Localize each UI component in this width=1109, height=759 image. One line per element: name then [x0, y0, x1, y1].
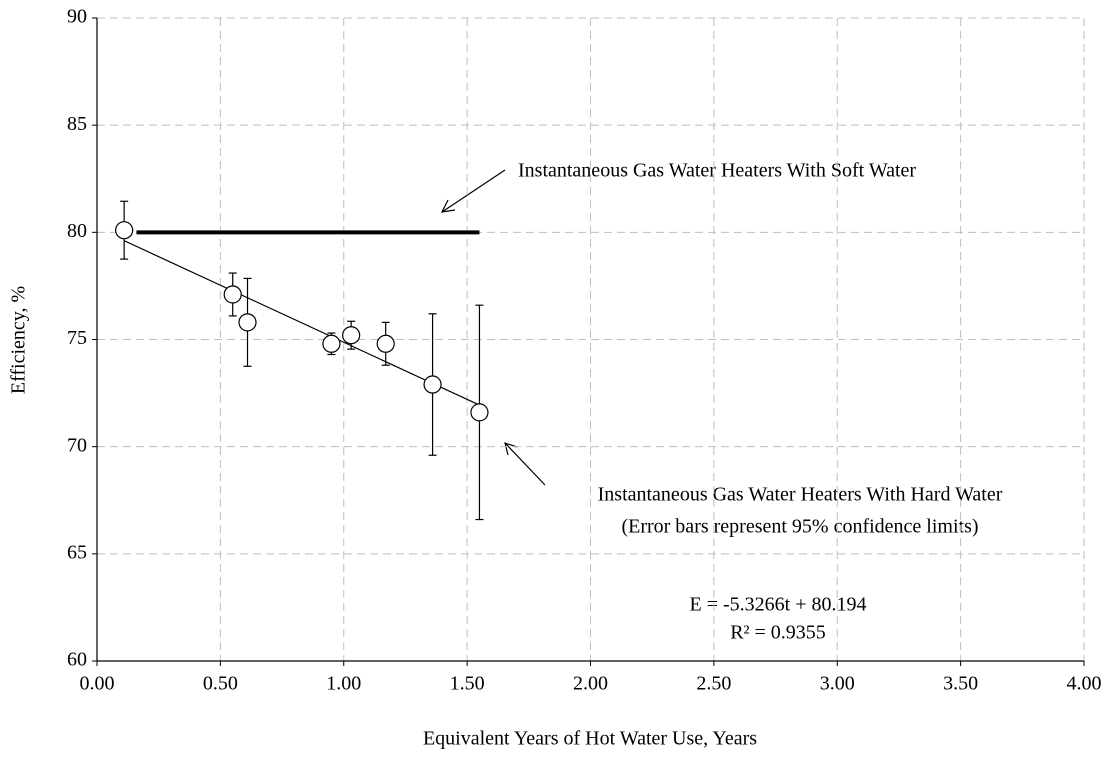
annotation: Instantaneous Gas Water Heaters With Sof… — [518, 160, 916, 182]
data-point — [238, 313, 257, 332]
x-tick-label: 3.50 — [943, 673, 978, 695]
data-point — [115, 221, 134, 240]
x-tick-label: 4.00 — [1067, 673, 1102, 695]
x-tick-label: 2.00 — [573, 673, 608, 695]
data-point — [342, 326, 361, 345]
arrows — [440, 169, 546, 486]
data-point — [322, 334, 341, 353]
trendline — [123, 240, 480, 406]
y-tick-label: 85 — [67, 113, 87, 135]
equation: E = -5.3266t + 80.194 — [690, 594, 867, 616]
x-tick-label: 1.00 — [326, 673, 361, 695]
r-squared: R² = 0.9355 — [730, 622, 826, 644]
y-tick-label: 75 — [67, 327, 87, 349]
data-point — [223, 285, 242, 304]
y-tick-label: 65 — [67, 541, 87, 563]
data-point — [376, 334, 395, 353]
data-point — [423, 375, 442, 394]
y-tick-label: 80 — [67, 220, 87, 242]
data-point — [470, 403, 489, 422]
x-tick-label: 3.00 — [820, 673, 855, 695]
x-tick-label: 0.50 — [203, 673, 238, 695]
x-tick-label: 1.50 — [450, 673, 485, 695]
annotation: (Error bars represent 95% confidence lim… — [621, 516, 978, 538]
x-axis-label: Equivalent Years of Hot Water Use, Years — [423, 728, 757, 750]
x-tick-label: 0.00 — [80, 673, 115, 695]
x-tick-label: 2.50 — [696, 673, 731, 695]
y-axis-label: Efficiency, % — [8, 286, 30, 394]
y-tick-label: 70 — [67, 434, 87, 456]
annotation: Instantaneous Gas Water Heaters With Har… — [598, 484, 1003, 506]
y-tick-label: 90 — [67, 6, 87, 28]
y-tick-label: 60 — [67, 649, 87, 671]
